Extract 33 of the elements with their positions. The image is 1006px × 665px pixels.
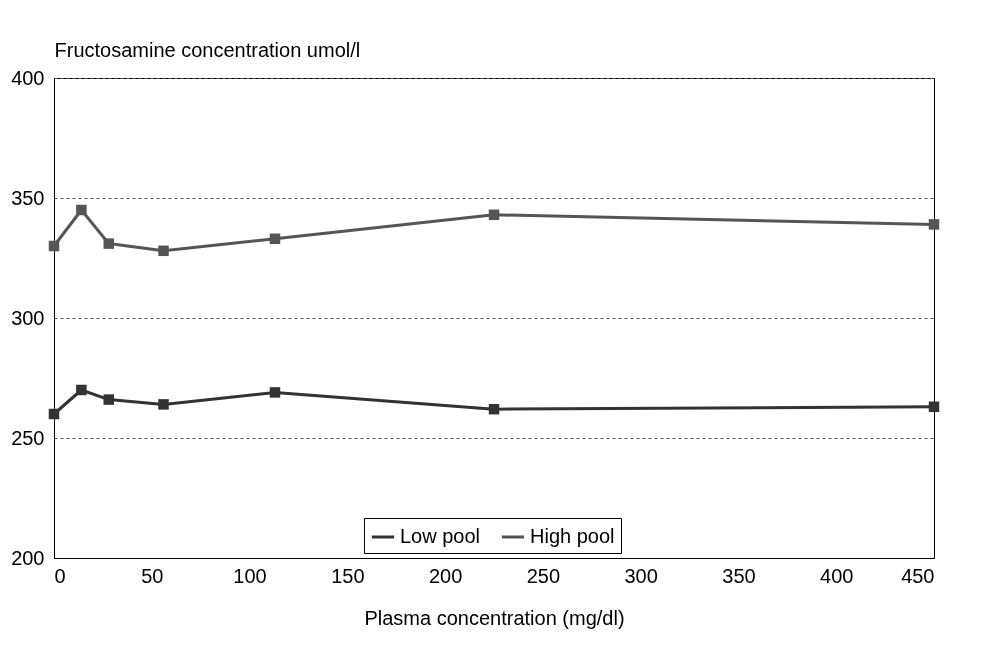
point <box>488 403 500 415</box>
y-tick-label: 200 <box>11 546 45 569</box>
x-tick-label: 450 <box>901 564 935 587</box>
point <box>488 209 500 221</box>
x-tick-label: 300 <box>624 564 658 587</box>
y-tick-label: 400 <box>11 66 45 89</box>
y-tick-label: 300 <box>11 306 45 329</box>
legend-label: Low pool <box>400 525 481 547</box>
point <box>48 240 60 252</box>
point <box>103 238 114 249</box>
x-tick-label: 0 <box>54 564 66 587</box>
point <box>76 384 87 396</box>
x-axis-title: Plasma concentration (mg/dl) <box>364 606 625 629</box>
point <box>76 204 87 216</box>
x-tick-label: 400 <box>820 564 854 587</box>
point <box>269 233 281 245</box>
x-tick-label: 250 <box>526 564 561 587</box>
legend-label: High pool <box>530 525 615 547</box>
x-tick-label: 200 <box>428 564 463 587</box>
y-tick-label: 250 <box>11 426 45 449</box>
point <box>158 399 169 410</box>
x-tick-label: 50 <box>141 564 164 587</box>
point <box>158 245 169 257</box>
point <box>928 219 940 230</box>
y-tick-label: 350 <box>11 186 45 209</box>
point <box>48 408 60 420</box>
point <box>928 401 940 413</box>
y-axis-title: Fructosamine concentration umol/l <box>54 38 361 61</box>
x-tick-label: 100 <box>233 564 267 587</box>
point <box>103 394 114 405</box>
x-tick-label: 350 <box>722 564 756 587</box>
point <box>269 387 281 398</box>
x-tick-label: 150 <box>331 564 365 587</box>
